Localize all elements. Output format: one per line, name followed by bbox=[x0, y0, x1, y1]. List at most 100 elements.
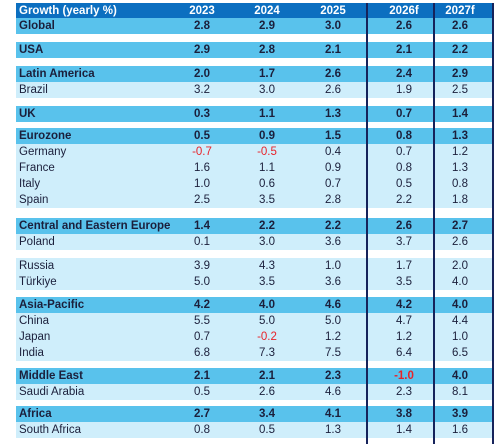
table-cell: 2.7 bbox=[452, 220, 468, 232]
table-cell: 4.2 bbox=[396, 299, 412, 311]
table-cell: 2.5 bbox=[194, 194, 210, 206]
table-cell: 1.4 bbox=[452, 108, 468, 120]
row-label: Italy bbox=[19, 178, 41, 190]
table-cell: 2.6 bbox=[396, 20, 412, 32]
table-cell: 4.0 bbox=[452, 299, 468, 311]
table-cell: -0.5 bbox=[257, 146, 277, 158]
table-cell: 4.0 bbox=[259, 299, 275, 311]
row-label: Global bbox=[19, 20, 55, 32]
table-cell: 3.5 bbox=[259, 194, 275, 206]
table-cell: 4.1 bbox=[325, 408, 341, 420]
table-cell: 2.0 bbox=[194, 68, 210, 80]
table-cell: 1.2 bbox=[396, 331, 412, 343]
table-cell: 3.5 bbox=[396, 276, 412, 288]
table-cell: 1.3 bbox=[452, 162, 468, 174]
table-row: Spain 2.5 3.5 2.8 2.2 1.8 bbox=[16, 192, 494, 208]
table-cell: 0.6 bbox=[259, 178, 275, 190]
header-label: Growth (yearly %) bbox=[19, 5, 117, 17]
table-cell: 1.3 bbox=[452, 130, 468, 142]
row-label: USA bbox=[19, 44, 44, 56]
table-cell: 0.7 bbox=[396, 108, 412, 120]
table-cell: 2.3 bbox=[396, 386, 412, 398]
table-row: Central and Eastern Europe 1.4 2.2 2.2 2.6 2.… bbox=[16, 218, 494, 234]
table-row: Global 2.8 2.9 3.0 2.6 2.6 bbox=[16, 18, 494, 34]
table-cell: 2.4 bbox=[396, 68, 412, 80]
table-cell: 0.8 bbox=[194, 424, 210, 436]
table-row: Latin America 2.0 1.7 2.6 2.4 2.9 bbox=[16, 66, 494, 82]
table-row: Japan 0.7 -0.2 1.2 1.2 1.0 bbox=[16, 329, 494, 345]
row-label: India bbox=[19, 347, 44, 359]
row-label: Russia bbox=[19, 260, 55, 272]
table-cell: 2.9 bbox=[259, 20, 275, 32]
row-label: Eurozone bbox=[19, 130, 72, 142]
table-cell: 0.9 bbox=[259, 130, 275, 142]
table-cell: 3.5 bbox=[259, 276, 275, 288]
table-row: UK 0.3 1.1 1.3 0.7 1.4 bbox=[16, 106, 494, 122]
table-cell: 0.8 bbox=[452, 178, 468, 190]
header-year: 2025 bbox=[320, 5, 346, 17]
table-row: Russia 3.9 4.3 1.0 1.7 2.0 bbox=[16, 258, 494, 274]
table-row: Türkiye 5.0 3.5 3.6 3.5 4.0 bbox=[16, 274, 494, 290]
table-cell: 4.6 bbox=[325, 299, 341, 311]
table-cell: 7.5 bbox=[325, 347, 341, 359]
table-cell: 2.8 bbox=[259, 44, 275, 56]
table-cell: 2.6 bbox=[325, 68, 341, 80]
table-cell: 3.6 bbox=[325, 236, 341, 248]
row-label: Spain bbox=[19, 194, 49, 206]
row-label: Japan bbox=[19, 331, 51, 343]
table-cell: 1.4 bbox=[194, 220, 210, 232]
row-label: Central and Eastern Europe bbox=[19, 220, 171, 232]
table-cell: 3.8 bbox=[396, 408, 412, 420]
table-row: Asia-Pacific 4.2 4.0 4.6 4.2 4.0 bbox=[16, 297, 494, 313]
table-cell: 2.2 bbox=[452, 44, 468, 56]
row-label: Saudi Arabia bbox=[19, 386, 85, 398]
table-cell: 1.2 bbox=[325, 331, 341, 343]
table-cell: 3.0 bbox=[259, 236, 275, 248]
table-cell: 2.2 bbox=[259, 220, 275, 232]
table-row: Middle East 2.1 2.1 2.3 -1.0 4.0 bbox=[16, 368, 494, 384]
table-cell: 1.6 bbox=[452, 424, 468, 436]
row-label: Latin America bbox=[19, 68, 95, 80]
table-cell: 5.0 bbox=[194, 276, 210, 288]
table-cell: 1.7 bbox=[259, 68, 275, 80]
table-cell: 1.1 bbox=[259, 108, 275, 120]
table-cell: 1.2 bbox=[452, 146, 468, 158]
table-row: Poland 0.1 3.0 3.6 3.7 2.6 bbox=[16, 234, 494, 250]
table-cell: 5.0 bbox=[259, 315, 275, 327]
column-divider bbox=[492, 3, 494, 444]
table-cell: 5.5 bbox=[194, 315, 210, 327]
table-cell: 1.7 bbox=[396, 260, 412, 272]
table-cell: 2.6 bbox=[452, 236, 468, 248]
table-row: South Africa 0.8 0.5 1.3 1.4 1.6 bbox=[16, 422, 494, 438]
row-label: South Africa bbox=[19, 424, 82, 436]
table-cell: 0.4 bbox=[325, 146, 341, 158]
table-cell: 2.0 bbox=[452, 260, 468, 272]
row-label: Brazil bbox=[19, 84, 48, 96]
table-header: Growth (yearly %) 2023 2024 2025 2026f 2… bbox=[16, 3, 494, 19]
table-cell: 0.5 bbox=[259, 424, 275, 436]
table-cell: 0.7 bbox=[194, 331, 210, 343]
table-cell: 3.9 bbox=[452, 408, 468, 420]
table-cell: 1.0 bbox=[452, 331, 468, 343]
table-cell: 3.2 bbox=[194, 84, 210, 96]
table-cell: 8.1 bbox=[452, 386, 468, 398]
table-cell: 7.3 bbox=[259, 347, 275, 359]
table-cell: 1.3 bbox=[325, 424, 341, 436]
table-row: Saudi Arabia 0.5 2.6 4.6 2.3 8.1 bbox=[16, 384, 494, 400]
table-cell: 3.0 bbox=[259, 84, 275, 96]
table-row: China 5.5 5.0 5.0 4.7 4.4 bbox=[16, 313, 494, 329]
table-cell: 6.8 bbox=[194, 347, 210, 359]
table-cell: 4.4 bbox=[452, 315, 468, 327]
row-label: France bbox=[19, 162, 55, 174]
table-cell: 0.8 bbox=[396, 130, 412, 142]
row-label: Germany bbox=[19, 146, 67, 158]
table-cell: 2.6 bbox=[259, 386, 275, 398]
table-cell: 2.8 bbox=[325, 194, 341, 206]
table-cell: 2.6 bbox=[325, 84, 341, 96]
table-cell: 2.1 bbox=[259, 370, 275, 382]
table-cell: 6.5 bbox=[452, 347, 468, 359]
table-cell: 2.3 bbox=[325, 370, 341, 382]
table-cell: 4.2 bbox=[194, 299, 210, 311]
table-cell: 3.9 bbox=[194, 260, 210, 272]
table-cell: 2.1 bbox=[194, 370, 210, 382]
